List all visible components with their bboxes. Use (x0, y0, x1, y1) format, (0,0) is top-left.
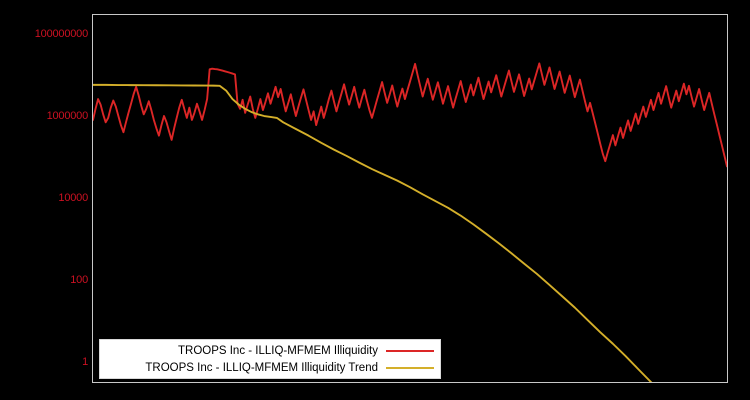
plot-area (92, 14, 728, 383)
y-axis-tick-labels: 100000000 1000000 10000 100 1 (0, 0, 88, 400)
y-tick-label-2: 10000 (58, 191, 88, 204)
y-tick-label-1: 1000000 (46, 109, 89, 122)
plot-svg (93, 62, 727, 382)
y-tick-label-4: 1 (82, 355, 88, 368)
legend-entry-series: TROOPS Inc - ILLIQ-MFMEM Illiquidity (100, 342, 434, 359)
legend-label-trend: TROOPS Inc - ILLIQ-MFMEM Illiquidity Tre… (145, 361, 378, 374)
series-illiquidity-trend-line (93, 83, 653, 382)
series-illiquidity-line (93, 62, 727, 168)
legend-entry-trend: TROOPS Inc - ILLIQ-MFMEM Illiquidity Tre… (100, 359, 434, 376)
y-tick-label-3: 100 (70, 273, 88, 286)
legend-label-series: TROOPS Inc - ILLIQ-MFMEM Illiquidity (177, 344, 378, 357)
legend-swatch-trend (386, 366, 434, 369)
chart-legend: TROOPS Inc - ILLIQ-MFMEM Illiquidity TRO… (99, 339, 441, 379)
y-tick-label-0: 100000000 (34, 27, 88, 40)
legend-swatch-series (386, 349, 434, 352)
